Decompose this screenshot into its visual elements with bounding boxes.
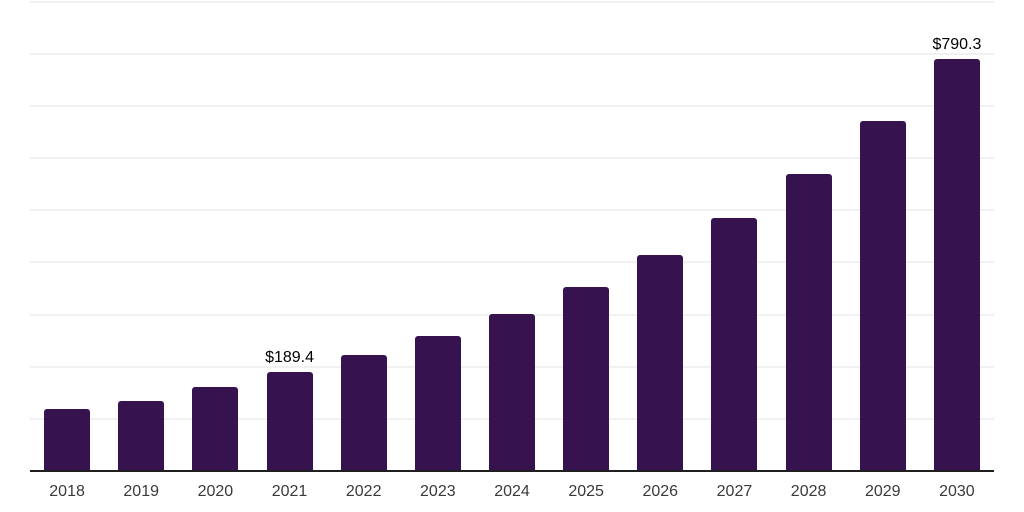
x-axis-line bbox=[30, 470, 994, 472]
x-tick-label-2020: 2020 bbox=[197, 483, 234, 500]
bar-2026[interactable] bbox=[637, 255, 684, 471]
x-tick-label-2018: 2018 bbox=[49, 483, 85, 500]
bar-2025[interactable] bbox=[563, 287, 610, 471]
bar-2027[interactable] bbox=[711, 217, 758, 471]
bar-2030[interactable] bbox=[933, 58, 980, 471]
x-tick-label-2026: 2026 bbox=[642, 483, 679, 500]
x-tick-label-2022: 2022 bbox=[345, 483, 382, 500]
gridline-600 bbox=[30, 157, 994, 160]
x-tick-label-2024: 2024 bbox=[494, 483, 530, 500]
bar-2028[interactable] bbox=[785, 173, 832, 471]
bar-2019[interactable] bbox=[118, 401, 165, 471]
x-tick-label-2028: 2028 bbox=[790, 483, 827, 500]
bar-2022[interactable] bbox=[340, 355, 387, 471]
gridline-800 bbox=[30, 52, 994, 55]
x-tick-label-2021: 2021 bbox=[271, 483, 308, 500]
value-label-2030: $790.3 bbox=[932, 35, 982, 53]
bar-2029[interactable] bbox=[859, 120, 906, 471]
x-tick-label-2019: 2019 bbox=[123, 483, 159, 500]
bar-2018[interactable] bbox=[44, 408, 91, 471]
bar-2023[interactable] bbox=[414, 336, 461, 471]
gridline-700 bbox=[30, 104, 994, 107]
value-label-2021: $189.4 bbox=[265, 349, 314, 367]
bar-2021[interactable] bbox=[266, 372, 313, 471]
gridline-400 bbox=[30, 261, 994, 264]
x-tick-label-2029: 2029 bbox=[864, 483, 901, 500]
bar-2024[interactable] bbox=[489, 313, 535, 471]
bar-2020[interactable] bbox=[192, 386, 239, 471]
x-tick-label-2025: 2025 bbox=[568, 483, 604, 500]
x-tick-label-2030: 2030 bbox=[939, 483, 975, 500]
gridline-500 bbox=[30, 209, 994, 212]
x-tick-label-2023: 2023 bbox=[420, 483, 456, 500]
gridline-900 bbox=[30, 0, 994, 3]
x-tick-label-2027: 2027 bbox=[716, 483, 753, 500]
